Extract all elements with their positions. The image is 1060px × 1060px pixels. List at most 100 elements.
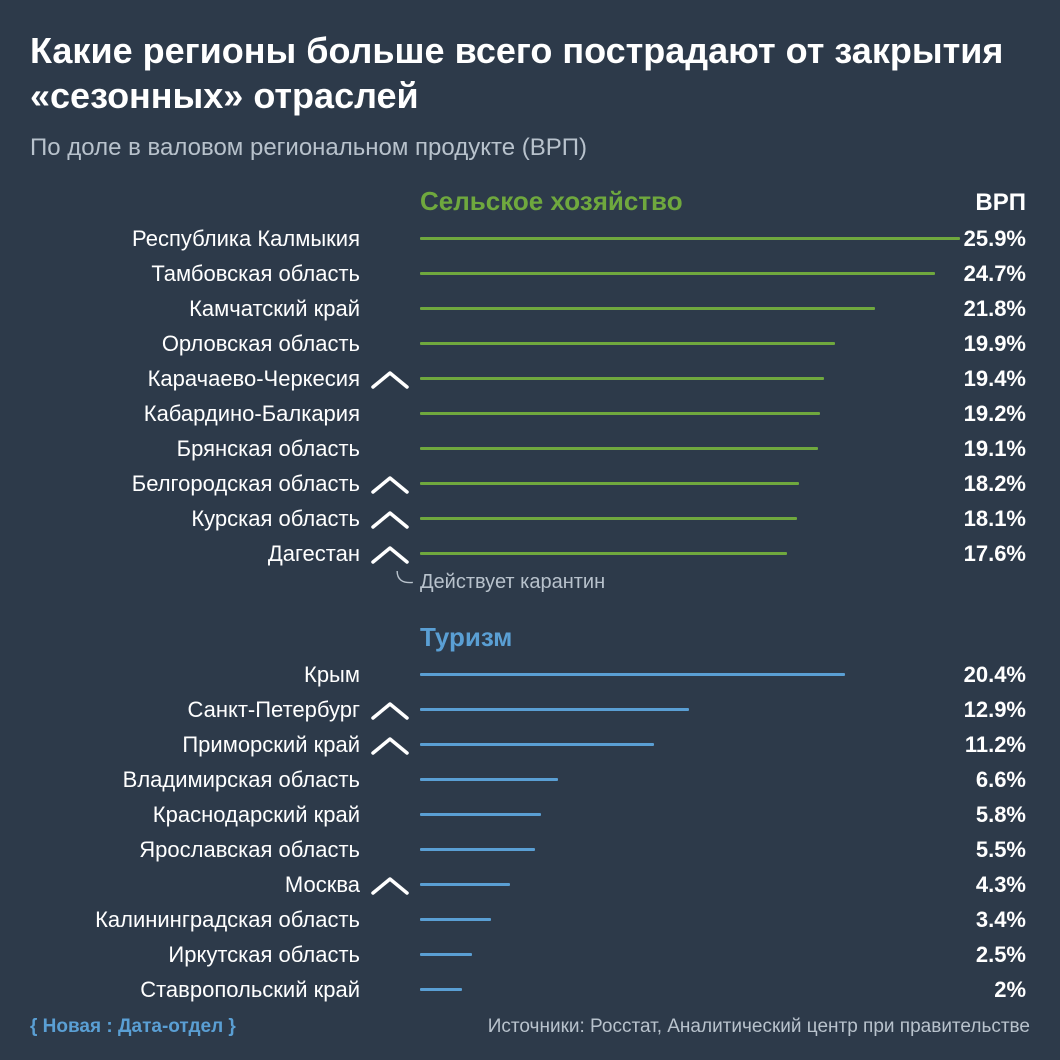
value-label: 2%	[994, 977, 1026, 1003]
quarantine-icon	[371, 474, 409, 494]
region-label: Калининградская область	[30, 907, 360, 933]
bar-line	[420, 918, 491, 921]
value-label: 19.4%	[964, 366, 1026, 392]
chart-row: Москва 4.3%	[30, 867, 1030, 902]
bar-area: 18.1%	[420, 501, 1030, 536]
chart-row: Брянская область 19.1%	[30, 431, 1030, 466]
region-label: Курская область	[30, 506, 360, 532]
bar-area: 19.1%	[420, 431, 1030, 466]
quarantine-icon-slot	[360, 875, 420, 895]
chart-row: Иркутская область 2.5%	[30, 937, 1030, 972]
bar-area: 19.2%	[420, 396, 1030, 431]
bar-line	[420, 552, 787, 555]
bar-area: 4.3%	[420, 867, 1030, 902]
chart-title: Какие регионы больше всего пострадают от…	[30, 28, 1030, 118]
region-label: Иркутская область	[30, 942, 360, 968]
bar-area: 19.4%	[420, 361, 1030, 396]
bar-area: 18.2%	[420, 466, 1030, 501]
value-label: 25.9%	[964, 226, 1026, 252]
region-label: Республика Калмыкия	[30, 226, 360, 252]
quarantine-icon	[371, 875, 409, 895]
region-label: Белгородская область	[30, 471, 360, 497]
value-label: 11.2%	[965, 732, 1026, 758]
value-label: 5.5%	[976, 837, 1026, 863]
quarantine-icon-slot	[360, 735, 420, 755]
bar-line	[420, 743, 654, 746]
bar-line	[420, 813, 541, 816]
chart-subtitle: По доле в валовом региональном продукте …	[30, 134, 1030, 162]
chart-row: Калининградская область 3.4%	[30, 902, 1030, 937]
bar-area: 11.2%	[420, 727, 1030, 762]
value-label: 12.9%	[964, 697, 1026, 723]
bar-area: 20.4%	[420, 657, 1030, 692]
legend-arrow-icon	[385, 571, 420, 591]
value-label: 19.1%	[964, 436, 1026, 462]
footer-sources: Источники: Росстат, Аналитический центр …	[488, 1016, 1030, 1038]
bar-area: 21.8%	[420, 291, 1030, 326]
bar-line	[420, 237, 960, 240]
region-label: Орловская область	[30, 331, 360, 357]
chart-row: Республика Калмыкия 25.9%	[30, 221, 1030, 256]
value-label: 20.4%	[964, 662, 1026, 688]
chart-row: Дагестан 17.6%	[30, 536, 1030, 571]
chart-row: Краснодарский край 5.8%	[30, 797, 1030, 832]
value-label: 3.4%	[976, 907, 1026, 933]
value-label: 6.6%	[976, 767, 1026, 793]
chart-row: Ставропольский край 2%	[30, 972, 1030, 1007]
section-title: Туризм	[420, 622, 1030, 653]
value-label: 19.9%	[964, 331, 1026, 357]
region-label: Приморский край	[30, 732, 360, 758]
chart-row: Санкт-Петербург 12.9%	[30, 692, 1030, 727]
bar-area: 24.7%	[420, 256, 1030, 291]
bar-line	[420, 883, 510, 886]
chart-row: Приморский край 11.2%	[30, 727, 1030, 762]
value-label: 2.5%	[976, 942, 1026, 968]
bar-line	[420, 988, 462, 991]
chart-footer: { Новая : Дата-отдел } Источники: Росста…	[30, 1016, 1030, 1038]
bar-area: 12.9%	[420, 692, 1030, 727]
chart-row: Ярославская область 5.5%	[30, 832, 1030, 867]
quarantine-icon-slot	[360, 509, 420, 529]
value-label: 18.1%	[964, 506, 1026, 532]
section-header: Сельское хозяйство ВРП	[30, 186, 1030, 217]
region-label: Тамбовская область	[30, 261, 360, 287]
region-label: Ярославская область	[30, 837, 360, 863]
value-label: 17.6%	[964, 541, 1026, 567]
value-label: 4.3%	[976, 872, 1026, 898]
bar-line	[420, 272, 935, 275]
quarantine-icon	[371, 369, 409, 389]
bar-line	[420, 447, 818, 450]
quarantine-legend: Действует карантин	[385, 571, 1030, 594]
bar-line	[420, 708, 689, 711]
chart-row: Карачаево-Черкесия 19.4%	[30, 361, 1030, 396]
bar-line	[420, 673, 845, 676]
chart-row: Белгородская область 18.2%	[30, 466, 1030, 501]
quarantine-legend-text: Действует карантин	[420, 571, 605, 594]
quarantine-icon	[371, 509, 409, 529]
bar-area: 3.4%	[420, 902, 1030, 937]
vrp-column-header: ВРП	[975, 189, 1026, 217]
bar-area: 6.6%	[420, 762, 1030, 797]
bar-line	[420, 377, 824, 380]
value-label: 21.8%	[964, 296, 1026, 322]
quarantine-icon	[371, 544, 409, 564]
section-rows: Крым 20.4% Санкт-Петербург 12.9% Приморс…	[30, 657, 1030, 1007]
region-label: Ставропольский край	[30, 977, 360, 1003]
bar-area: 2%	[420, 972, 1030, 1007]
chart-row: Крым 20.4%	[30, 657, 1030, 692]
region-label: Москва	[30, 872, 360, 898]
bar-area: 5.8%	[420, 797, 1030, 832]
quarantine-icon-slot	[360, 544, 420, 564]
bar-area: 25.9%	[420, 221, 1030, 256]
quarantine-icon-slot	[360, 369, 420, 389]
quarantine-icon	[371, 735, 409, 755]
chart-row: Кабардино-Балкария 19.2%	[30, 396, 1030, 431]
chart-row: Тамбовская область 24.7%	[30, 256, 1030, 291]
quarantine-icon	[371, 700, 409, 720]
bar-line	[420, 307, 875, 310]
bar-line	[420, 517, 797, 520]
quarantine-icon-slot	[360, 474, 420, 494]
bar-area: 17.6%	[420, 536, 1030, 571]
quarantine-icon-slot	[360, 700, 420, 720]
chart-row: Камчатский край 21.8%	[30, 291, 1030, 326]
